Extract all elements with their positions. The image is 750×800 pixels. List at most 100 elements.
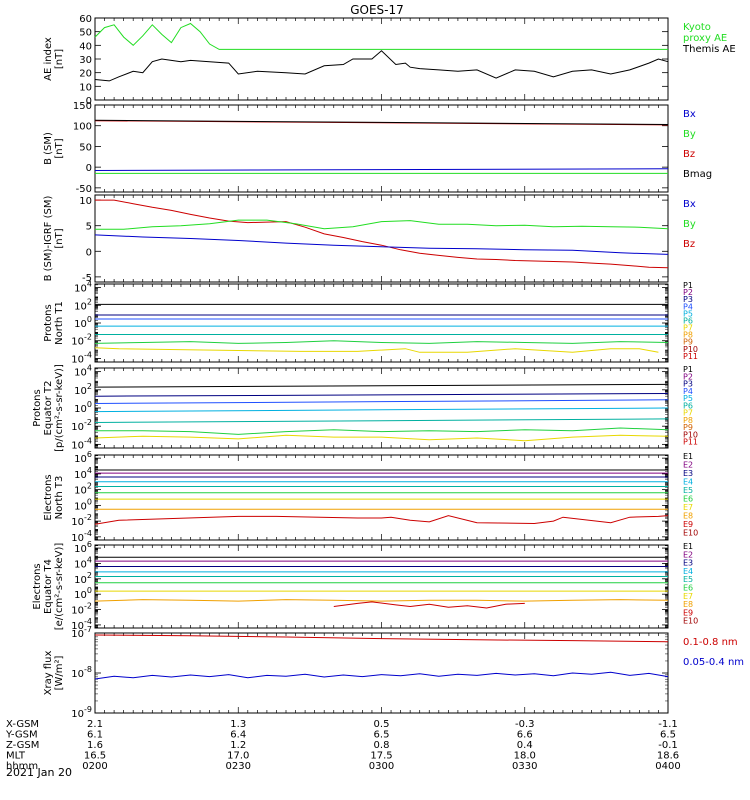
legend-entry: P5: [683, 394, 693, 403]
date-label: 2021 Jan 20: [6, 766, 72, 779]
y-tick-label: 150: [73, 101, 92, 112]
legend-entry: proxy AE: [683, 33, 727, 44]
y-tick-label: 0: [86, 96, 92, 107]
legend-entry: Bx: [683, 109, 696, 120]
plot-title: GOES-17: [350, 3, 404, 17]
legend-entry: E9: [683, 520, 693, 529]
x-row-value: 0.5: [374, 719, 390, 730]
panel-frame: [94, 632, 669, 714]
x-row-value: 1.3: [230, 719, 246, 730]
series-line-p3: [94, 393, 669, 397]
legend-entry: P10: [683, 345, 698, 354]
x-row-label: hhmm: [6, 761, 38, 772]
legend-entry: E4: [683, 478, 693, 487]
y-tick-label: 5: [86, 222, 92, 233]
legend-entry: Kyoto: [683, 22, 711, 33]
y-tick-label: 10-7: [71, 625, 92, 640]
x-row-value: 0300: [369, 761, 394, 772]
legend-entry: Bmag: [683, 169, 712, 180]
legend-entry: Themis AE: [682, 44, 736, 55]
y-tick-label: 102: [74, 382, 92, 397]
x-row-value: 2.1: [87, 719, 103, 730]
y-tick-label: 104: [74, 364, 92, 379]
legend-entry: Bz: [683, 239, 695, 250]
legend-entry: E10: [683, 529, 698, 538]
series-line-0-1-0-8-nm: [94, 634, 669, 643]
y-axis-label: AE index: [43, 37, 54, 81]
legend-entry: P4: [683, 302, 693, 311]
legend-entry: E2: [683, 461, 693, 470]
legend-entry: E5: [683, 575, 693, 584]
panel-xray: 10-9 10-8 10-7 Xray flux [W/m²] 0.1-0.8 nm 0.0…: [43, 625, 744, 720]
legend-entry: P8: [683, 416, 693, 425]
panel-prot_t2: 10-4 10-2 100 102 104 Protons Equator T2 [p/(cm…: [32, 364, 698, 452]
x-row-value: -1.1: [658, 719, 678, 730]
series-line-p5: [94, 407, 669, 413]
panel-frame: [94, 454, 669, 541]
y-axis-label: [W/m²]: [54, 655, 65, 690]
legend-entry: P7: [683, 324, 693, 333]
y-tick-label: 10-4: [71, 529, 92, 544]
y-axis-label: [nT]: [54, 228, 65, 248]
legend-entry: E3: [683, 559, 693, 568]
y-tick-label: 10-8: [71, 665, 92, 680]
x-row-value: 17.5: [370, 751, 392, 762]
legend-entry: P5: [683, 309, 693, 318]
x-row-value: 1.6: [87, 740, 103, 751]
legend-entry: P3: [683, 380, 693, 389]
y-axis-label: [p/(cm²-s-sr-keV)]: [54, 364, 65, 452]
series-line-bmag: [94, 119, 669, 125]
y-tick-label: 10-9: [71, 705, 92, 720]
x-row-value: 0.8: [374, 740, 390, 751]
x-row-value: 18.0: [514, 751, 536, 762]
legend-entry: E4: [683, 567, 693, 576]
y-axis-label: North T1: [54, 301, 65, 345]
series-line-e8: [94, 599, 669, 602]
y-tick-label: 104: [74, 280, 92, 295]
x-axis-ephemeris-table: X-GSM 2.1 1.3 0.5 -0.3 -1.1 Y-GSM 6.1 6.4 6.5 6.6 6…: [5, 719, 681, 772]
x-row-value: 18.6: [657, 751, 679, 762]
y-tick-label: 30: [79, 55, 92, 66]
legend-entry: P6: [683, 401, 693, 410]
y-axis-label: Equator T4: [43, 559, 54, 614]
legend-entry: E8: [683, 600, 693, 609]
y-axis-label: [nT]: [54, 138, 65, 158]
legend-entry: E7: [683, 503, 693, 512]
y-tick-label: 10-2: [71, 333, 92, 348]
series-line-bz: [95, 199, 669, 269]
series-line-p7: [94, 340, 669, 344]
y-tick-label: 10-2: [71, 602, 92, 617]
y-tick-label: 106: [74, 540, 92, 555]
legend-entry: P1: [683, 365, 693, 374]
y-tick-label: 0: [86, 247, 92, 258]
x-row-label: Y-GSM: [5, 730, 38, 741]
y-axis-label: B (SM)-IGRF (SM): [43, 196, 54, 282]
panel-bigrf: -5 0 5 10 B (SM)-IGRF (SM) [nT] Bx By Bz: [43, 194, 696, 284]
legend-entry: P4: [683, 387, 693, 396]
legend-entry: P9: [683, 338, 693, 347]
y-tick-label: 60: [79, 14, 92, 25]
legend-entry: P11: [683, 438, 698, 447]
x-row-value: 0230: [226, 761, 251, 772]
legend-entry: P1: [683, 281, 693, 290]
legend-entry: 0.1-0.8 nm: [683, 637, 738, 648]
x-row-value: 6.4: [230, 730, 246, 741]
y-tick-label: 102: [74, 482, 92, 497]
series-line-p7: [95, 427, 669, 435]
y-tick-label: 100: [74, 497, 92, 512]
x-row-value: 6.1: [87, 730, 103, 741]
series-line-p1: [94, 383, 669, 388]
panel-prot_t1: 10-4 10-2 100 102 104 Protons North T1 P1P2P3P4…: [43, 280, 698, 366]
legend-entry: E6: [683, 584, 693, 593]
y-tick-label: 10: [79, 196, 92, 207]
series-line-by: [95, 219, 669, 230]
series-line-bx: [94, 168, 669, 171]
legend-entry: P3: [683, 295, 693, 304]
y-axis-label: Equator T2: [43, 381, 54, 436]
y-tick-label: 104: [74, 555, 92, 570]
legend-entry: E7: [683, 592, 693, 601]
series-line-p4: [94, 399, 669, 404]
